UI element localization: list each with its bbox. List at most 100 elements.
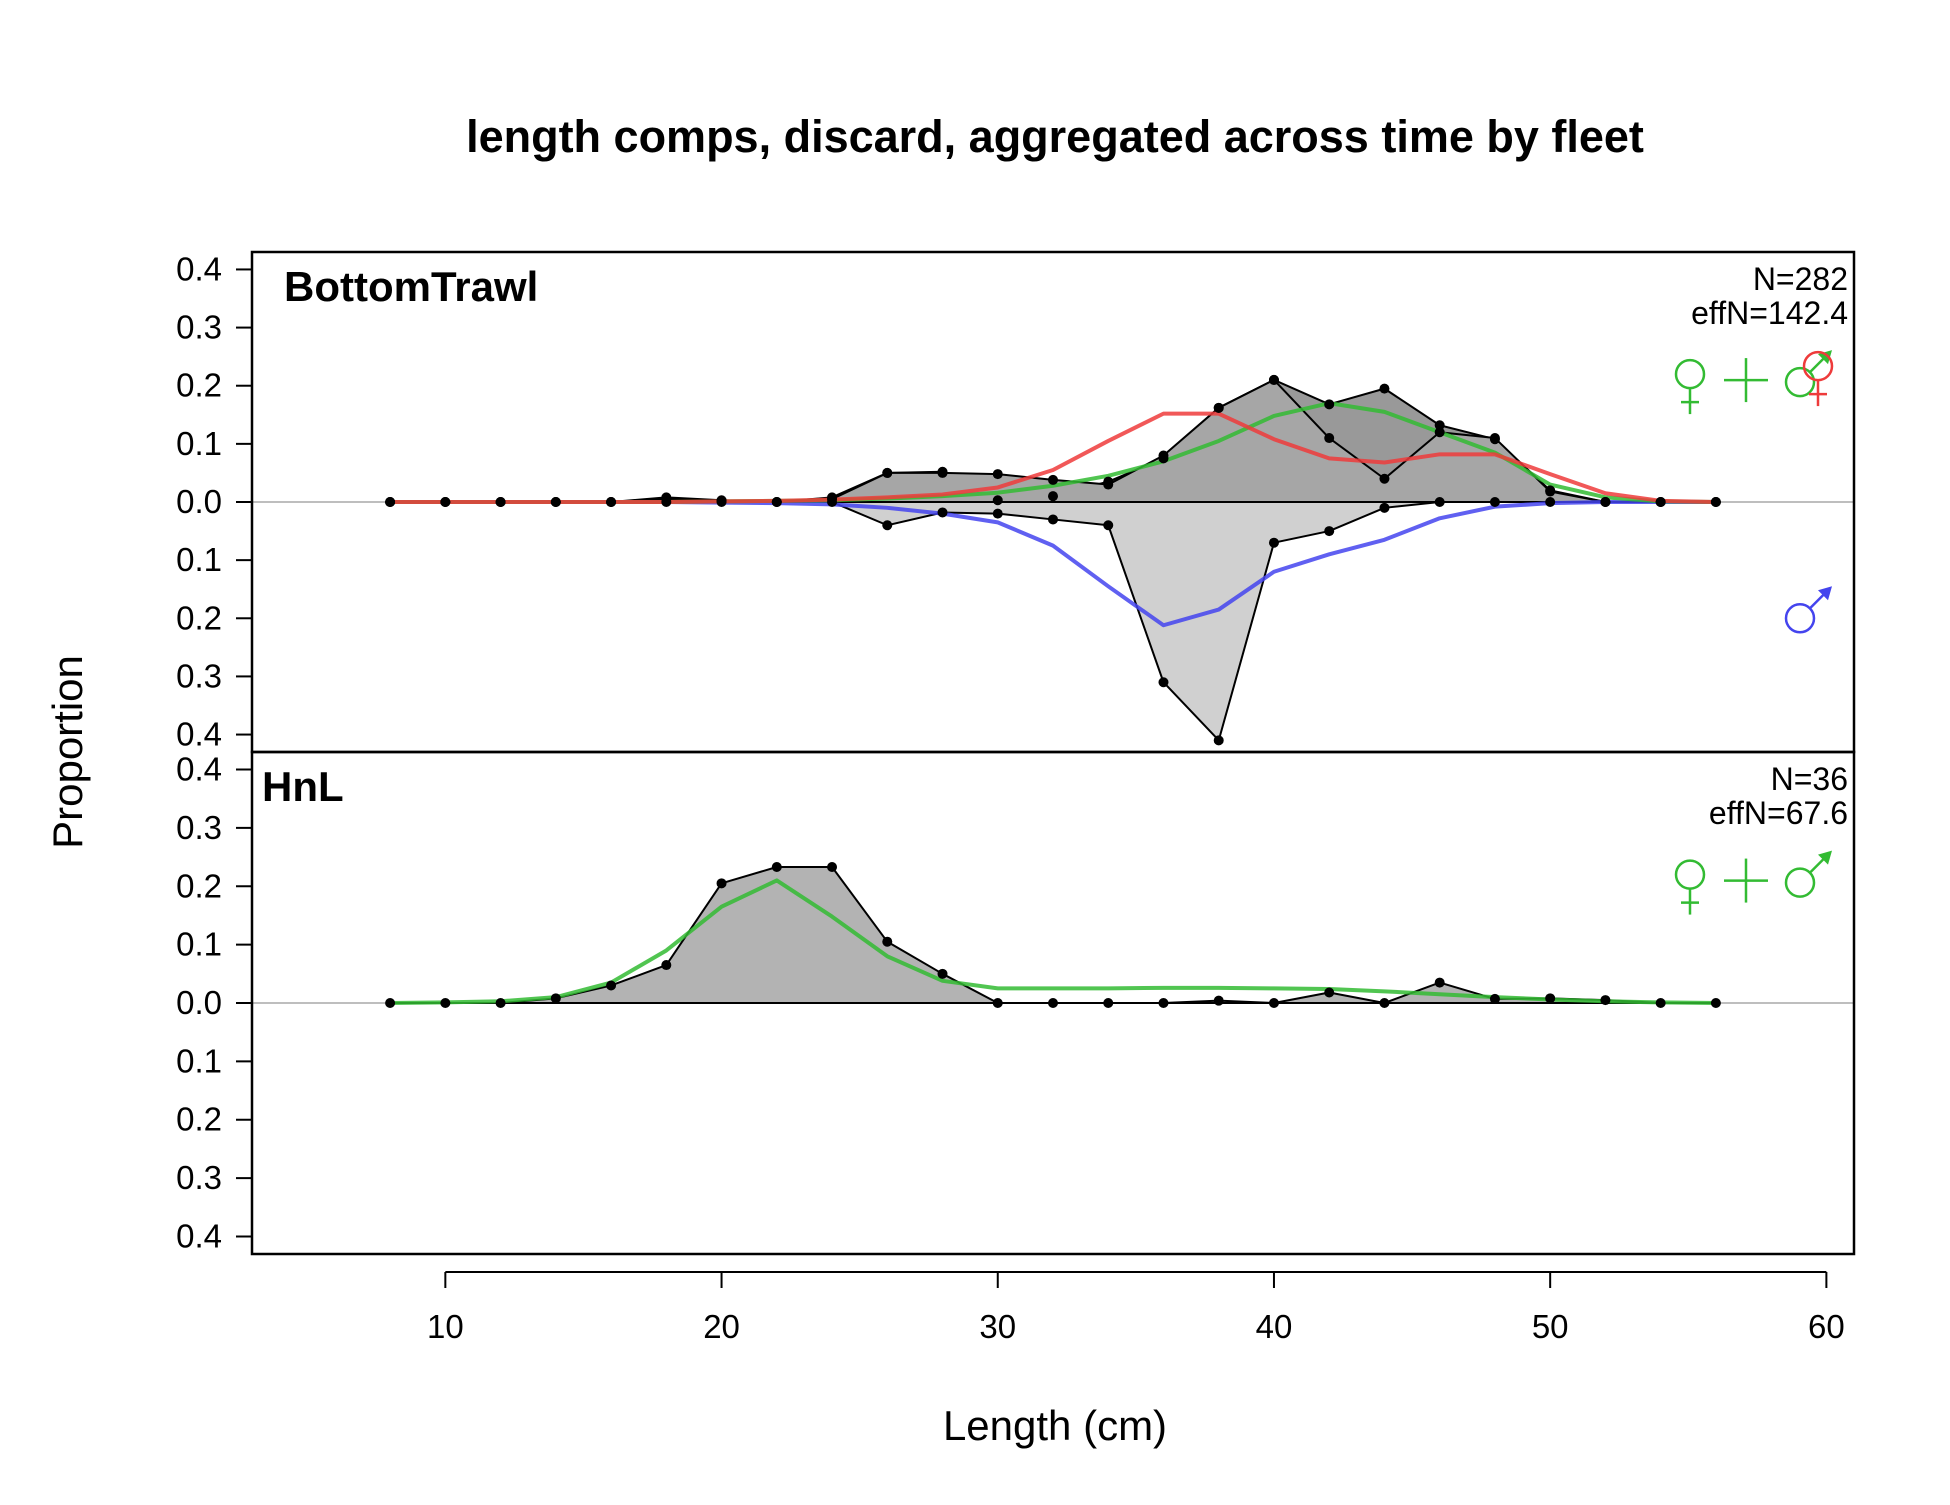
y-tick-label: 0.3	[176, 1159, 222, 1196]
female-symbol-icon-ring	[1674, 859, 1706, 890]
y-tick-label: 0.4	[176, 751, 222, 788]
observed-combined-point	[1158, 453, 1169, 464]
y-tick-label: 0.2	[176, 867, 222, 904]
plus-symbol-icon	[1724, 358, 1768, 403]
observed-combined-point	[937, 968, 948, 979]
male-blue-symbol-icon	[1784, 586, 1832, 634]
observed-combined-point	[1048, 998, 1058, 1008]
observed-female-point	[1048, 474, 1058, 485]
observed-male-point	[716, 497, 727, 507]
observed-male-point	[440, 497, 451, 507]
observed-male-point	[495, 497, 506, 507]
observed-male-point	[1710, 497, 1721, 507]
y-tick-label: 0.4	[176, 250, 222, 287]
observed-combined-area	[389, 865, 1717, 1004]
panel-0: 0.4 0.3 0.2 0.1 0.0 0.1 0.2 0.3 0.4 BottomTrawl N=…	[176, 250, 1856, 754]
x-tick-label: 60	[1808, 1308, 1845, 1345]
observed-combined-point	[771, 861, 782, 872]
observed-female-point	[1379, 473, 1390, 484]
observed-combined-point	[1324, 399, 1335, 410]
observed-combined-point	[550, 993, 561, 1004]
female-symbol-icon	[1674, 859, 1706, 915]
observed-male-point	[1213, 735, 1224, 746]
observed-male-point	[1103, 520, 1114, 531]
plus-symbol-icon	[1724, 858, 1768, 903]
y-tick-label: 0.2	[176, 1101, 222, 1138]
y-tick-label: 0.1	[176, 425, 222, 462]
chart-title: length comps, discard, aggregated across…	[466, 111, 1644, 162]
observed-combined-point	[1600, 995, 1611, 1006]
observed-combined-point	[1213, 995, 1224, 1006]
y-tick-label: 0.3	[176, 309, 222, 346]
female-red-symbol-icon	[1802, 350, 1834, 407]
combined-expected-line	[390, 878, 1716, 1005]
panel-1: 0.4 0.3 0.2 0.1 0.0 0.1 0.2 0.3 0.4 HnL N=36effN=6…	[176, 751, 1856, 1256]
observed-combined-point	[1710, 998, 1721, 1008]
male-blue-symbol-icon-ring	[1784, 603, 1816, 634]
observed-male-point	[827, 497, 838, 507]
observed-male-point	[1379, 502, 1390, 513]
observed-combined-point	[1545, 485, 1556, 496]
y-tick-label: 0.1	[176, 926, 222, 963]
observed-male-point	[882, 520, 893, 531]
x-tick-label: 30	[979, 1308, 1016, 1345]
male-symbol-icon-ring	[1784, 867, 1816, 898]
observed-combined-point	[1213, 402, 1224, 413]
y-axis-title: Proportion	[44, 655, 91, 849]
observed-combined-point	[1103, 476, 1114, 487]
panels: 0.4 0.3 0.2 0.1 0.0 0.1 0.2 0.3 0.4 BottomTrawl N=…	[176, 250, 1856, 1256]
observed-combined-point	[716, 878, 727, 889]
male-symbol-icon	[1784, 850, 1832, 898]
x-tick-label: 10	[427, 1308, 464, 1345]
observed-male-point	[1268, 537, 1279, 548]
male-symbol-icon-ring	[1784, 366, 1816, 398]
observed-female-point	[1434, 427, 1445, 438]
female-symbol-icon-ring	[1674, 358, 1706, 390]
female-symbol-icon	[1674, 358, 1706, 415]
observed-combined-point	[1655, 998, 1666, 1008]
observed-male-point	[1434, 497, 1445, 507]
observed-combined-point	[937, 466, 948, 477]
y-tick-label: 0.3	[176, 809, 222, 846]
y-tick-label: 0.0	[176, 984, 222, 1021]
x-axis: 10 20 30 40 50 60	[427, 1271, 1845, 1345]
panel-n-label: N=36	[1771, 761, 1848, 797]
y-tick-label: 0.4	[176, 1217, 222, 1254]
observed-combined-point	[882, 936, 893, 947]
observed-combined-point	[440, 998, 451, 1008]
observed-combined-point	[1379, 998, 1390, 1008]
male-symbol-icon-arrow-head	[1818, 850, 1832, 865]
x-tick-label: 40	[1256, 1308, 1293, 1345]
y-tick-label: 0.1	[176, 1042, 222, 1079]
observed-combined-point	[1103, 998, 1114, 1008]
observed-combined-point	[385, 998, 396, 1008]
observed-combined-point	[495, 998, 506, 1008]
observed-combined-point	[661, 960, 672, 971]
observed-female-point	[992, 469, 1003, 480]
x-tick-label: 20	[703, 1308, 740, 1345]
y-tick-label: 0.2	[176, 599, 222, 636]
observed-combined-point	[827, 861, 838, 872]
observed-male-point	[385, 497, 396, 507]
observed-male-point	[937, 507, 948, 518]
observed-male-area	[389, 501, 1717, 742]
observed-male-point	[992, 508, 1003, 519]
observed-combined-point	[882, 467, 893, 478]
observed-combined-point	[606, 980, 617, 991]
observed-combined-point	[1434, 977, 1445, 988]
y-tick-label: 0.0	[176, 483, 222, 520]
y-tick-label: 0.2	[176, 367, 222, 404]
observed-combined-point	[1268, 374, 1279, 385]
observed-combined-point	[1545, 993, 1556, 1004]
observed-combined-point	[992, 495, 1003, 506]
y-tick-label: 0.1	[176, 541, 222, 578]
panel-effn-label: effN=67.6	[1709, 795, 1848, 831]
observed-male-point	[606, 497, 617, 507]
observed-combined-point	[1434, 420, 1445, 431]
x-axis-title: Length (cm)	[943, 1402, 1167, 1449]
panel-effn-label: effN=142.4	[1691, 295, 1848, 331]
observed-male-point	[1655, 497, 1666, 507]
observed-combined-point	[1158, 998, 1169, 1008]
